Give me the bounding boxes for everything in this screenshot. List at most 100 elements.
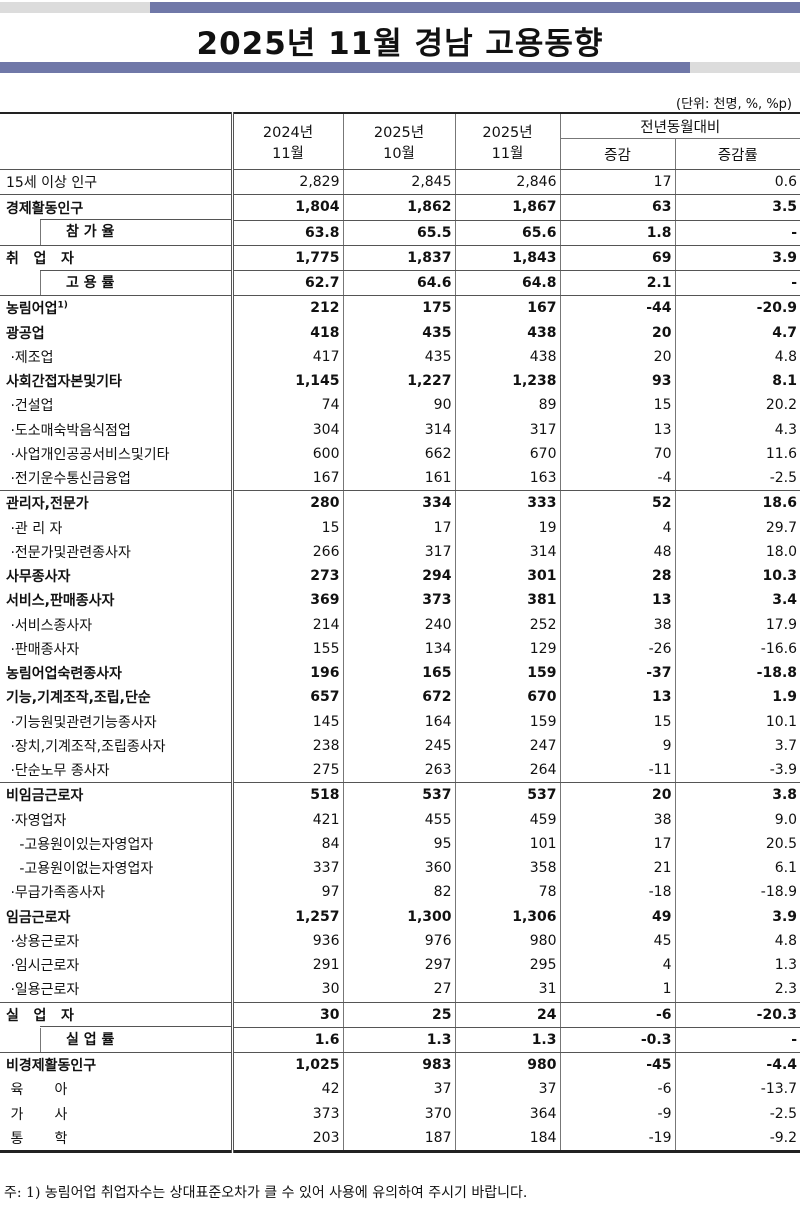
table-row: 실 업 률 1.6 1.3 1.3 -0.3- xyxy=(0,1027,800,1054)
table-row: 실 업 자 30 25 24 -6 -20.3 xyxy=(0,1002,800,1028)
cell-col-5: 3.9 xyxy=(674,904,800,929)
header-2025-10: 2025년 10월 xyxy=(342,113,455,170)
cell-col-5: 10.3 xyxy=(674,564,800,589)
table-row: 비경제활동인구 1,025 983 980 -45 -4.4 xyxy=(0,1052,800,1078)
cell-col-1: 155 xyxy=(231,636,343,661)
cell-col-2: 373 xyxy=(342,588,455,613)
cell-col-2: 1,227 xyxy=(342,369,455,394)
header-2024-11: 2024년 11월 xyxy=(231,113,343,170)
cell-col-5: 6.1 xyxy=(674,856,800,881)
cell-col-4: -11 xyxy=(559,758,675,784)
cell-col-5: - xyxy=(674,1027,800,1054)
table-row: 경제활동인구 1,804 1,862 1,867 63 3.5 xyxy=(0,194,800,221)
cell-col-1: 1,804 xyxy=(231,194,343,221)
cell-col-5: 3.4 xyxy=(674,588,800,613)
cell-col-4: -0.3 xyxy=(559,1027,675,1054)
cell-col-3: 64.8 xyxy=(454,270,560,297)
cell-col-2: 245 xyxy=(342,733,455,758)
cell-col-2: 983 xyxy=(342,1052,455,1078)
cell-col-3: 89 xyxy=(454,393,560,418)
row-label: 농림어업1) xyxy=(0,295,234,321)
cell-col-3: 247 xyxy=(454,733,560,758)
row-label: ·서비스종사자 xyxy=(0,612,234,637)
row-label: 참 가 율 xyxy=(0,220,234,246)
cell-col-2: 134 xyxy=(342,636,455,661)
table-row: ·기능원및관련기능종사자 145 164 159 15 10.1 xyxy=(0,709,800,734)
cell-col-5: -9.2 xyxy=(674,1125,800,1153)
cell-col-1: 266 xyxy=(231,539,343,564)
row-label: ·일용근로자 xyxy=(0,977,234,1003)
table-row: 취 업 자 1,775 1,837 1,843 69 3.9 xyxy=(0,245,800,272)
cell-col-5: - xyxy=(674,220,800,246)
cell-col-1: 84 xyxy=(231,831,343,856)
cell-col-1: 1,257 xyxy=(231,904,343,929)
table-row: ·임시근로자 291 297 295 4 1.3 xyxy=(0,953,800,978)
row-label: ·도소매숙박음식점업 xyxy=(0,417,234,442)
cell-col-1: 421 xyxy=(231,807,343,832)
header-change: 증감 xyxy=(559,138,675,170)
cell-col-1: 1,775 xyxy=(231,245,343,272)
cell-col-3: 37 xyxy=(454,1077,560,1102)
cell-col-3: 438 xyxy=(454,344,560,369)
cell-col-5: 0.6 xyxy=(674,169,800,196)
cell-col-4: 13 xyxy=(559,685,675,710)
cell-col-1: 203 xyxy=(231,1125,343,1153)
cell-col-4: 4 xyxy=(559,515,675,540)
cell-col-4: -6 xyxy=(559,1002,675,1028)
cell-col-4: -19 xyxy=(559,1125,675,1153)
cell-col-4: 2.1 xyxy=(559,270,675,297)
table-row: 사무종사자 273 294 301 28 10.3 xyxy=(0,564,800,589)
cell-col-5: -4.4 xyxy=(674,1052,800,1078)
row-label: 광공업 xyxy=(0,320,234,345)
cell-col-5: 3.8 xyxy=(674,782,800,808)
table-row: ·상용근로자 936 976 980 45 4.8 xyxy=(0,928,800,953)
cell-col-5: 1.3 xyxy=(674,953,800,978)
cell-col-2: 1,837 xyxy=(342,245,455,272)
cell-col-4: -6 xyxy=(559,1077,675,1102)
table-row: 광공업 418 435 438 20 4.7 xyxy=(0,320,800,345)
unit-label: (단위: 천명, %, %p) xyxy=(676,97,792,112)
cell-col-2: 164 xyxy=(342,709,455,734)
cell-col-3: 163 xyxy=(454,466,560,492)
cell-col-2: 360 xyxy=(342,856,455,881)
cell-col-5: 11.6 xyxy=(674,441,800,466)
cell-col-5: 4.8 xyxy=(674,928,800,953)
table-row: 참 가 율 63.8 65.5 65.6 1.8- xyxy=(0,220,800,246)
cell-col-5: -3.9 xyxy=(674,758,800,784)
cell-col-4: 20 xyxy=(559,344,675,369)
table-row: 사회간접자본및기타 1,145 1,227 1,238 93 8.1 xyxy=(0,369,800,394)
row-label: ·사업개인공공서비스및기타 xyxy=(0,441,234,466)
cell-col-4: 70 xyxy=(559,441,675,466)
cell-col-4: 20 xyxy=(559,782,675,808)
cell-col-4: 9 xyxy=(559,733,675,758)
cell-col-5: 3.9 xyxy=(674,245,800,272)
table-row: -고용원이있는자영업자 84 95 101 17 20.5 xyxy=(0,831,800,856)
row-label: 15세 이상 인구 xyxy=(0,169,234,196)
table-row: ·전기운수통신금융업 167 161 163 -4 -2.5 xyxy=(0,466,800,492)
cell-col-2: 187 xyxy=(342,1125,455,1153)
cell-col-2: 1,300 xyxy=(342,904,455,929)
cell-col-1: 418 xyxy=(231,320,343,345)
cell-col-4: 21 xyxy=(559,856,675,881)
cell-col-1: 273 xyxy=(231,564,343,589)
cell-col-5: 4.3 xyxy=(674,417,800,442)
cell-col-3: 101 xyxy=(454,831,560,856)
cell-col-3: 317 xyxy=(454,417,560,442)
row-label: ·전문가및관련종사자 xyxy=(0,539,234,564)
cell-col-5: 10.1 xyxy=(674,709,800,734)
table-row: 15세 이상 인구 2,829 2,845 2,846 17 0.6 xyxy=(0,169,800,196)
header-2025-11: 2025년 11월 xyxy=(454,113,560,170)
cell-col-2: 64.6 xyxy=(342,270,455,297)
cell-col-3: 314 xyxy=(454,539,560,564)
cell-col-3: 1,306 xyxy=(454,904,560,929)
row-label: ·단순노무 종사자 xyxy=(0,758,234,784)
table-row: ·자영업자 421 455 459 38 9.0 xyxy=(0,807,800,832)
row-label: 통 학 xyxy=(0,1125,234,1153)
row-label: ·판매종사자 xyxy=(0,636,234,661)
row-label: ·상용근로자 xyxy=(0,928,234,953)
cell-col-1: 214 xyxy=(231,612,343,637)
cell-col-5: -2.5 xyxy=(674,466,800,492)
cell-col-5: -2.5 xyxy=(674,1101,800,1126)
cell-col-1: 238 xyxy=(231,733,343,758)
cell-col-4: 69 xyxy=(559,245,675,272)
